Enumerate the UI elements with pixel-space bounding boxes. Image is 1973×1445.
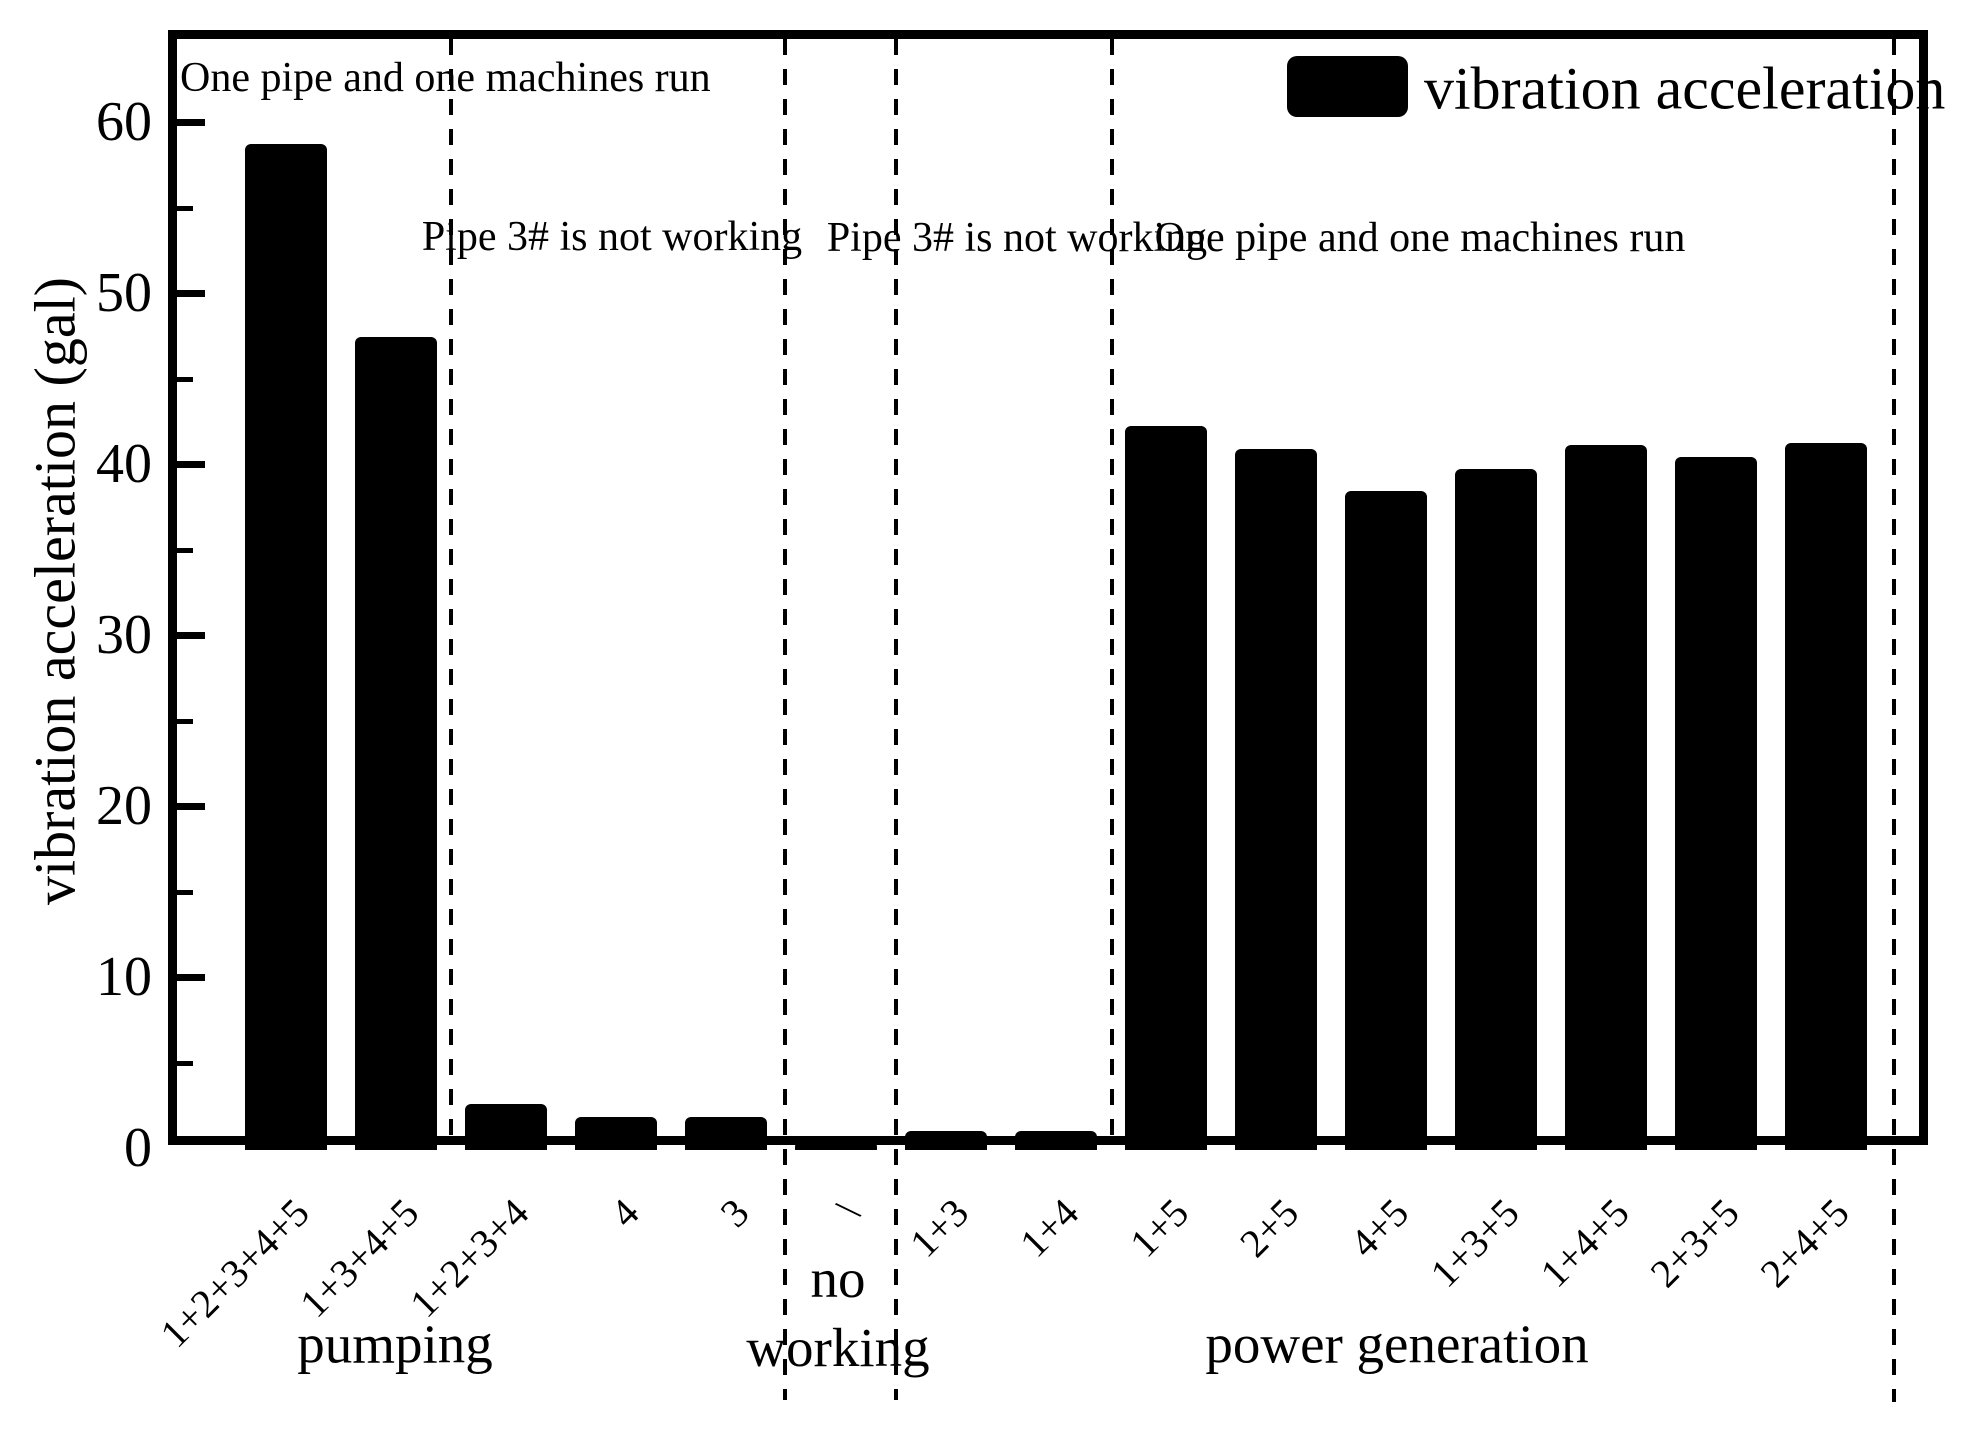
group-label: power generation bbox=[1205, 1310, 1588, 1379]
group-label: pumping bbox=[297, 1310, 493, 1379]
group-label-line: pumping bbox=[297, 1313, 493, 1375]
group-label-line: working bbox=[746, 1317, 930, 1378]
x-tick-label: 1+2+3+4+5 bbox=[151, 1189, 318, 1357]
x-tick-label: 2+5 bbox=[1231, 1189, 1308, 1266]
annotation: Pipe 3# is not working bbox=[826, 215, 1208, 261]
y-tick-major bbox=[177, 632, 205, 639]
x-tick-label: 4 bbox=[601, 1189, 648, 1236]
bar bbox=[795, 1141, 877, 1150]
group-separator-line bbox=[1110, 39, 1114, 1145]
bar bbox=[1345, 491, 1427, 1150]
group-separator-line bbox=[894, 39, 898, 1400]
y-tick-minor bbox=[177, 889, 193, 895]
x-tick-label: 1+3+4+5 bbox=[291, 1189, 428, 1326]
y-tick-major bbox=[177, 290, 205, 297]
y-tick-label: 10 bbox=[96, 946, 152, 1008]
bar bbox=[245, 144, 327, 1150]
bar bbox=[465, 1103, 547, 1150]
group-label: no working bbox=[746, 1244, 929, 1382]
y-tick-major bbox=[177, 119, 205, 126]
legend-swatch-icon bbox=[1287, 56, 1408, 117]
bar bbox=[355, 337, 437, 1150]
annotation: One pipe and one machines run bbox=[180, 55, 711, 101]
x-tick-label: \ bbox=[827, 1189, 868, 1230]
y-tick-minor bbox=[177, 547, 193, 553]
y-tick-major bbox=[177, 974, 205, 981]
y-tick-minor bbox=[177, 205, 193, 211]
bar bbox=[1235, 448, 1317, 1150]
y-tick-label: 50 bbox=[96, 262, 152, 324]
group-separator-line bbox=[783, 39, 787, 1400]
x-tick-label: 2+4+5 bbox=[1751, 1189, 1858, 1296]
y-tick-major bbox=[177, 803, 205, 810]
y-tick-label: 60 bbox=[96, 91, 152, 153]
bar bbox=[1015, 1130, 1097, 1150]
group-label-line: power generation bbox=[1205, 1313, 1589, 1375]
annotation: One pipe and one machines run bbox=[1154, 215, 1686, 261]
bar bbox=[905, 1130, 987, 1150]
group-separator-line bbox=[449, 39, 453, 1145]
group-label-line: no bbox=[810, 1248, 866, 1309]
y-tick-label: 0 bbox=[124, 1117, 152, 1179]
y-tick-minor bbox=[177, 718, 193, 724]
y-tick-minor bbox=[177, 1060, 193, 1066]
y-tick-label: 40 bbox=[96, 433, 152, 495]
x-tick-label: 1+2+3+4 bbox=[401, 1189, 538, 1326]
x-tick-label: 4+5 bbox=[1341, 1189, 1418, 1266]
y-tick-label: 20 bbox=[96, 775, 152, 837]
bar bbox=[1125, 426, 1207, 1150]
y-tick-major bbox=[177, 461, 205, 468]
x-tick-label: 1+3+5 bbox=[1421, 1189, 1528, 1296]
x-tick-label: 1+4 bbox=[1011, 1189, 1088, 1266]
bar bbox=[1565, 445, 1647, 1150]
x-tick-label: 2+3+5 bbox=[1641, 1189, 1748, 1296]
bar bbox=[1455, 469, 1537, 1150]
bar bbox=[1675, 457, 1757, 1150]
bar bbox=[1785, 443, 1867, 1150]
y-tick-label: 30 bbox=[96, 604, 152, 666]
x-tick-label: 3 bbox=[711, 1189, 758, 1236]
legend-label: vibration acceleration bbox=[1424, 55, 1946, 122]
annotation: Pipe 3# is not working bbox=[421, 214, 803, 260]
y-tick-minor bbox=[177, 376, 193, 382]
bar bbox=[575, 1117, 657, 1150]
group-separator-line bbox=[1892, 39, 1896, 1402]
x-tick-label: 1+4+5 bbox=[1531, 1189, 1638, 1296]
x-tick-label: 1+5 bbox=[1121, 1189, 1198, 1266]
bar bbox=[685, 1117, 767, 1150]
